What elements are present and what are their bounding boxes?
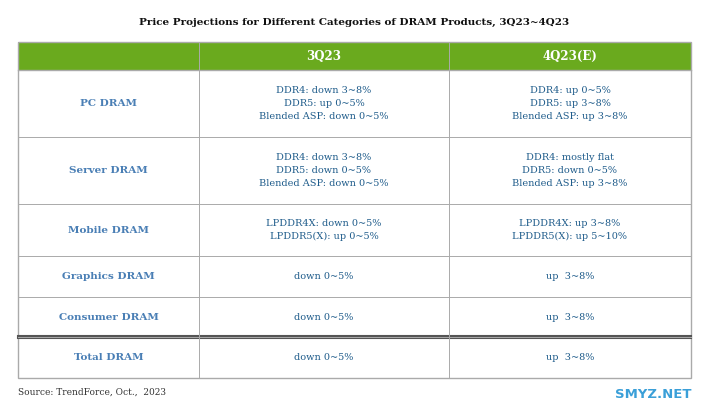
Bar	[199, 137, 449, 204]
Bar	[449, 70, 691, 137]
Text: down 0~5%: down 0~5%	[294, 312, 354, 322]
Text: LPDDR4X: down 0~5%
LPDDR5(X): up 0~5%: LPDDR4X: down 0~5% LPDDR5(X): up 0~5%	[267, 219, 381, 241]
Text: up  3~8%: up 3~8%	[546, 312, 594, 322]
Bar	[449, 256, 691, 297]
Text: Source: TrendForce, Oct.,  2023: Source: TrendForce, Oct., 2023	[18, 388, 166, 397]
Bar	[18, 297, 199, 337]
Text: LPDDR4X: up 3~8%
LPDDR5(X): up 5~10%: LPDDR4X: up 3~8% LPDDR5(X): up 5~10%	[513, 219, 627, 241]
Text: TRENDFORCE: TRENDFORCE	[240, 220, 469, 248]
Text: Graphics DRAM: Graphics DRAM	[62, 272, 155, 281]
Bar	[449, 137, 691, 204]
Bar	[199, 337, 449, 378]
Text: 3Q23: 3Q23	[306, 50, 342, 62]
Bar	[18, 42, 199, 70]
Text: DDR4: up 0~5%
DDR5: up 3~8%
Blended ASP: up 3~8%: DDR4: up 0~5% DDR5: up 3~8% Blended ASP:…	[513, 86, 627, 121]
Text: Total DRAM: Total DRAM	[74, 353, 143, 362]
Text: Server DRAM: Server DRAM	[69, 166, 148, 175]
Bar	[199, 256, 449, 297]
Bar	[449, 204, 691, 256]
Bar	[199, 204, 449, 256]
Text: SMYZ.NET: SMYZ.NET	[615, 388, 691, 401]
Bar	[449, 42, 691, 70]
Bar	[449, 297, 691, 337]
Text: up  3~8%: up 3~8%	[546, 353, 594, 362]
Text: Consumer DRAM: Consumer DRAM	[59, 312, 158, 322]
Bar	[18, 256, 199, 297]
Text: down 0~5%: down 0~5%	[294, 272, 354, 281]
Text: Mobile DRAM: Mobile DRAM	[68, 226, 149, 235]
Bar	[199, 70, 449, 137]
Text: up  3~8%: up 3~8%	[546, 272, 594, 281]
Bar	[18, 137, 199, 204]
Bar	[449, 337, 691, 378]
Bar	[18, 337, 199, 378]
Bar	[199, 297, 449, 337]
Bar	[18, 204, 199, 256]
Text: 4Q23(E): 4Q23(E)	[542, 50, 598, 62]
Text: DDR4: down 3~8%
DDR5: up 0~5%
Blended ASP: down 0~5%: DDR4: down 3~8% DDR5: up 0~5% Blended AS…	[259, 86, 389, 121]
Bar	[199, 42, 449, 70]
Text: PC DRAM: PC DRAM	[80, 99, 137, 108]
Text: DDR4: down 3~8%
DDR5: down 0~5%
Blended ASP: down 0~5%: DDR4: down 3~8% DDR5: down 0~5% Blended …	[259, 154, 389, 188]
Text: down 0~5%: down 0~5%	[294, 353, 354, 362]
Bar	[18, 70, 199, 137]
Text: Price Projections for Different Categories of DRAM Products, 3Q23~4Q23: Price Projections for Different Categori…	[140, 17, 569, 27]
Bar	[18, 42, 691, 378]
Text: DDR4: mostly flat
DDR5: down 0~5%
Blended ASP: up 3~8%: DDR4: mostly flat DDR5: down 0~5% Blende…	[513, 154, 627, 188]
